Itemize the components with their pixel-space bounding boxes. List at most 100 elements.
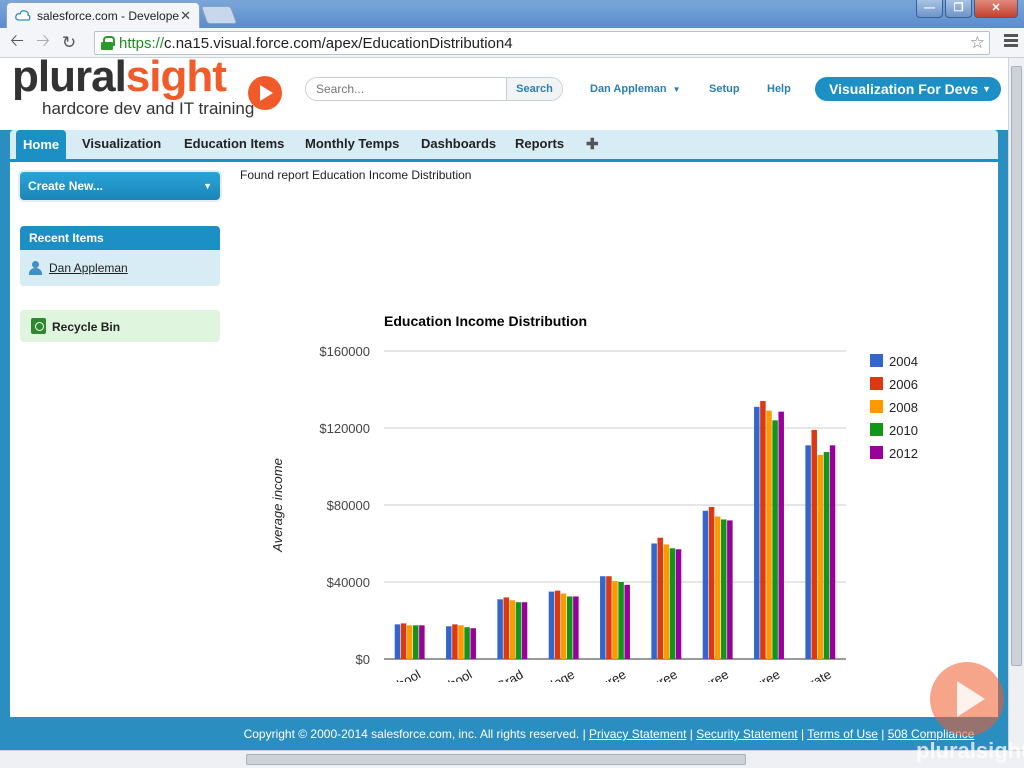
bar-2004 [651,543,657,659]
bar-2008 [663,544,670,659]
recent-items-list: Dan Appleman [20,250,220,286]
vertical-scrollbar[interactable] [1008,58,1024,750]
salesforce-cloud-icon [15,9,31,21]
terms-link[interactable]: Terms of Use [807,727,878,741]
legend-label: 2010 [889,423,918,438]
bar-2008 [406,625,413,659]
main-content: Create New... ▼ Recent Items Dan Appleman… [10,162,998,717]
back-icon[interactable]: 🡠 [10,31,24,50]
search-input[interactable] [306,78,506,100]
x-tick-label: No High School [337,667,423,682]
bar-2008 [714,516,721,659]
close-window-button[interactable]: ✕ [974,0,1018,18]
bar-2010 [669,548,676,659]
y-axis-label: Average income [270,458,285,553]
recycle-bin-icon [31,318,46,334]
tab-close-icon[interactable]: ✕ [180,7,191,23]
app-switcher[interactable]: Visualization For Devs ▼ [815,77,1001,101]
x-tick-label: Some High School [374,667,475,682]
tab-dashboards[interactable]: Dashboards [421,136,497,151]
bar-2010 [515,602,522,659]
search-box: Search [305,77,563,101]
found-report-text: Found report Education Income Distributi… [240,168,472,182]
bar-2004 [600,576,606,659]
legend-swatch [870,423,883,436]
bar-2006 [554,590,561,659]
bar-2008 [817,454,824,659]
url-scheme: https:// [119,34,165,52]
bar-2006 [811,429,817,659]
x-tick-label: Doctorate [778,667,834,682]
salesforce-page: pluralsight hardcore dev and IT training… [0,58,1008,750]
window-controls: — ❐ ✕ [914,0,1018,18]
help-link[interactable]: Help [767,83,791,95]
copyright-text: Copyright © 2000-2014 salesforce.com, in… [243,727,586,741]
legend-label: 2006 [889,377,918,392]
legend-swatch [870,354,883,367]
bar-2004 [394,624,401,659]
bar-2012 [573,596,579,659]
browser-tab[interactable]: salesforce.com - Develope ✕ [6,2,200,28]
recent-item-link[interactable]: Dan Appleman [49,261,128,275]
bar-2012 [675,549,682,659]
recycle-bin[interactable]: Recycle Bin [20,310,220,342]
bar-2008 [560,593,567,659]
forward-icon[interactable]: 🡢 [36,31,50,50]
bar-2008 [766,410,772,659]
bar-2006 [708,506,715,659]
address-bar[interactable]: https://c.na15.visual.force.com/apex/Edu… [94,31,990,55]
browser-menu-icon[interactable] [1004,34,1018,49]
legend-swatch [870,400,883,413]
legend-label: 2008 [889,400,918,415]
maximize-button[interactable]: ❐ [945,0,972,18]
pluralsight-logo[interactable]: pluralsight hardcore dev and IT training [12,58,282,118]
y-tick-label: $160000 [319,344,370,359]
bar-2004 [805,445,811,659]
bar-2012 [829,445,836,659]
bar-2012 [470,628,476,659]
tab-title: salesforce.com - Develope [37,8,180,23]
minimize-button[interactable]: — [916,0,943,18]
person-icon [29,261,42,275]
y-tick-label: $40000 [327,575,370,590]
page-footer: Copyright © 2000-2014 salesforce.com, in… [243,727,975,741]
bookmark-star-icon[interactable]: ☆ [969,33,985,52]
app-tab-bar: Home Visualization Education Items Month… [10,130,998,162]
bar-2008 [612,581,618,659]
page-header: pluralsight hardcore dev and IT training… [0,58,1008,130]
bar-2006 [400,623,407,659]
legend-swatch [870,446,883,459]
bar-2006 [503,597,509,659]
income-bar-chart: Education Income Distribution Average inc… [270,313,918,682]
bar-2012 [521,602,528,659]
tab-monthly-temps[interactable]: Monthly Temps [305,136,400,151]
tab-visualization[interactable]: Visualization [82,136,162,151]
x-tick-label: Bachelor's Degree [580,667,680,682]
bar-2006 [760,401,766,659]
scrollbar-thumb[interactable] [1011,66,1022,666]
reload-icon[interactable]: ↻ [61,32,77,52]
tab-education-items[interactable]: Education Items [184,136,285,151]
bar-2012 [419,625,425,659]
tab-reports[interactable]: Reports [515,136,565,151]
legend-label: 2004 [889,354,918,369]
setup-link[interactable]: Setup [709,83,740,95]
security-link[interactable]: Security Statement [696,727,798,741]
search-button[interactable]: Search [506,78,562,100]
url-path: c.na15.visual.force.com/apex/EducationDi… [164,34,513,52]
bar-2010 [772,420,778,659]
add-tab-icon[interactable]: ✚ [586,136,599,153]
pluralsight-watermark-play-icon [930,662,1004,736]
scrollbar-thumb[interactable] [246,754,746,765]
bar-2004 [702,510,709,659]
bar-2010 [413,625,419,659]
new-tab-button[interactable] [200,6,238,24]
bar-2004 [548,591,555,659]
user-menu[interactable]: Dan Appleman ▼ [590,83,681,95]
tab-home[interactable]: Home [16,130,67,159]
bar-2010 [618,582,624,659]
horizontal-scrollbar[interactable] [0,750,1024,768]
bar-2006 [452,624,458,659]
privacy-link[interactable]: Privacy Statement [589,727,687,741]
create-new-button[interactable]: Create New... ▼ [20,172,220,200]
